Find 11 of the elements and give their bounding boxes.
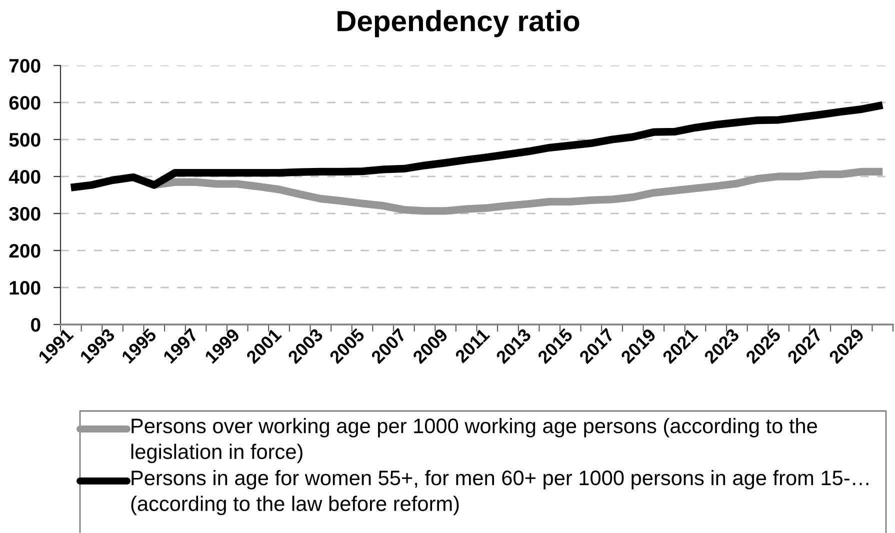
legend-label: Persons in age for women 55+, for men 60+ per 1000 persons in age from 15-… (according to the law before reform) <box>131 470 868 516</box>
y-tick-label: 0 <box>31 318 40 332</box>
y-tick-label: 700 <box>9 58 40 73</box>
y-tick-label: 400 <box>8 170 40 184</box>
y-tick-label: 300 <box>9 206 40 221</box>
y-tick-label: 200 <box>9 244 40 258</box>
y-tick-label: 100 <box>10 280 40 295</box>
legend-label: Persons over working age per 1000 working age persons (according to the legislation in force) <box>131 418 817 464</box>
y-tick-label: 500 <box>9 132 40 147</box>
y-tick-label: 600 <box>9 96 40 110</box>
chart-title: Dependency ratio <box>338 10 580 38</box>
